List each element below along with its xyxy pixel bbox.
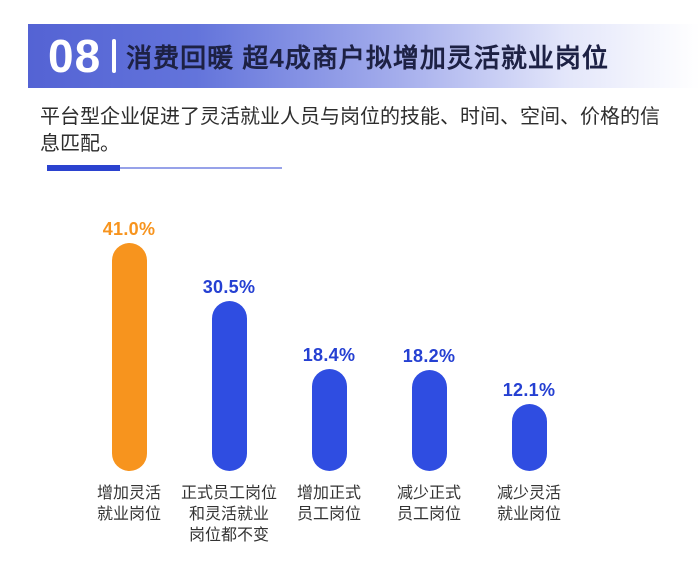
bar-1 [111,243,147,471]
bar-value-label: 18.2% [402,346,456,366]
bar-value-label: 41.0% [102,219,156,239]
bar-4 [411,370,447,471]
bar-5 [511,404,547,471]
bar-category-line: 和灵活就业 [188,506,269,523]
bar-category-label: 增加正式 员工岗位 [263,483,395,525]
page-title: 消费回暖 超4成商户拟增加灵活就业岗位 [126,42,609,73]
bar-category-label: 正式员工岗位 和灵活就业岗位都不变 [163,483,295,546]
section-number: 08 [48,30,102,82]
bar-category-line: 就业岗位 [496,506,561,523]
divider-thick-segment [47,165,120,171]
bar-category-line: 员工岗位 [396,506,461,523]
bar-category-line: 增加灵活 [96,485,161,502]
bar-value-label: 18.4% [302,345,356,365]
bar-category-line: 就业岗位 [96,506,161,523]
bar-2 [211,301,247,471]
bar-value-label: 12.1% [502,380,556,400]
bar-category-line: 员工岗位 [296,506,361,523]
title-separator-bar [112,39,117,73]
bar-category-line: 减少正式 [396,485,461,502]
bar-category-label: 减少正式 员工岗位 [363,483,495,525]
decorative-divider [47,165,282,171]
bar-category-line: 增加正式 [296,485,361,502]
bar-category-label: 增加灵活 就业岗位 [63,483,195,525]
intro-text: 平台型企业促进了灵活就业人员与岗位的技能、时间、空间、价格的信息匹配。 [40,106,660,155]
divider-thin-segment [120,167,282,169]
bar-category-line: 减少灵活 [496,485,561,502]
bar-value-label: 30.5% [202,277,256,297]
bar-category-label: 减少灵活 就业岗位 [463,483,595,525]
header-banner: 08 消费回暖 超4成商户拟增加灵活就业岗位 [28,24,700,88]
bar-category-line: 岗位都不变 [188,527,269,544]
bar-3 [311,369,347,471]
bar-category-line: 正式员工岗位 [180,485,277,502]
